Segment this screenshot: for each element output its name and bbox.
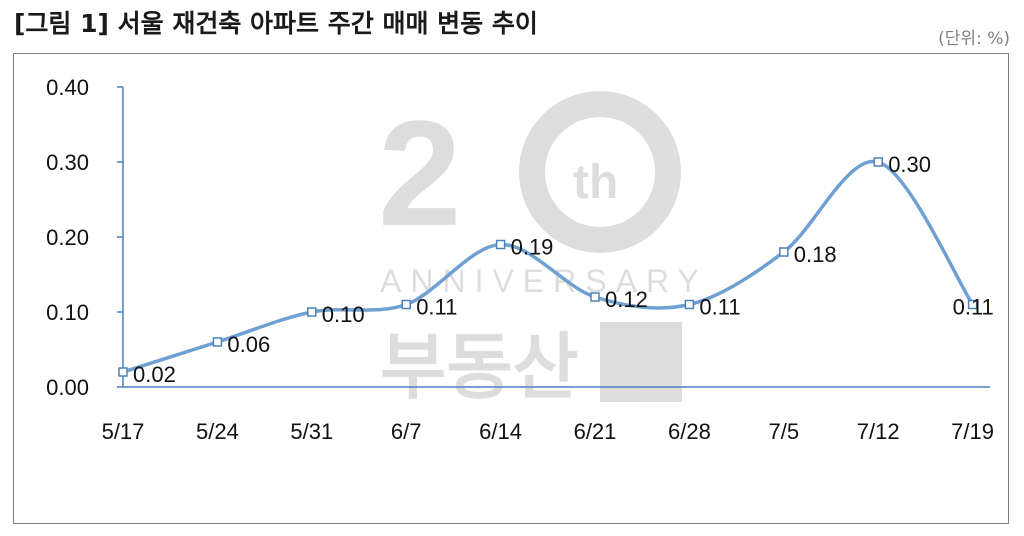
data-point-marker xyxy=(212,337,223,347)
data-label: 0.10 xyxy=(322,302,365,327)
y-axis: 0.00 0.10 0.20 0.30 0.40 xyxy=(46,75,124,400)
data-label: 0.19 xyxy=(511,235,554,260)
x-axis: 5/17 5/24 5/31 6/7 6/14 6/21 6/28 7/5 7/12 7/19 xyxy=(102,386,994,444)
x-tick-label: 6/28 xyxy=(668,419,711,444)
data-label: 0.06 xyxy=(227,332,270,357)
data-point-marker xyxy=(495,239,506,250)
x-tick-label: 5/24 xyxy=(196,419,239,444)
data-label: 0.11 xyxy=(699,295,740,320)
data-label: 0.11 xyxy=(953,295,994,320)
svg-text:ANNIVERSARY: ANNIVERSARY xyxy=(380,263,708,299)
unit-label: (단위: %) xyxy=(938,29,1010,49)
data-label: 0.18 xyxy=(794,242,837,267)
data-point-marker xyxy=(307,307,317,317)
y-tick-label: 0.20 xyxy=(46,225,89,250)
data-point-marker xyxy=(967,299,978,310)
data-label: 0.02 xyxy=(133,362,176,387)
x-tick-label: 6/7 xyxy=(391,419,422,444)
data-label: 0.11 xyxy=(416,295,457,320)
data-point-marker xyxy=(590,292,600,302)
data-label: 0.30 xyxy=(888,152,931,177)
x-tick-label: 6/21 xyxy=(574,419,617,444)
watermark-logo: 2 th ANNIVERSARY 부동산 xyxy=(378,89,708,409)
data-point-marker xyxy=(873,157,883,167)
data-labels: 0.02 0.06 0.10 0.11 0.19 0.12 0.11 0.18 0.30 0.11 xyxy=(133,152,994,387)
y-tick-label: 0.10 xyxy=(46,300,89,325)
y-tick-label: 0.40 xyxy=(46,75,89,100)
x-tick-label: 7/12 xyxy=(857,419,900,444)
data-point-marker xyxy=(401,299,411,310)
x-tick-label: 5/17 xyxy=(102,419,145,444)
chart-title: [그림 1] 서울 재건축 아파트 주간 매매 변동 추이 xyxy=(14,9,538,38)
data-point-marker xyxy=(779,247,789,257)
x-tick-label: 7/19 xyxy=(951,419,994,444)
svg-text:부동산: 부동산 xyxy=(380,325,579,409)
chart-frame xyxy=(13,53,1009,524)
data-markers xyxy=(118,157,978,377)
data-point-marker xyxy=(684,299,695,310)
x-tick-label: 7/5 xyxy=(769,419,800,444)
svg-text:th: th xyxy=(573,156,618,209)
y-tick-label: 0.30 xyxy=(46,150,89,175)
svg-text:2: 2 xyxy=(378,89,461,257)
data-label: 0.12 xyxy=(605,287,648,312)
series-line xyxy=(122,159,975,374)
x-tick-label: 6/14 xyxy=(479,419,522,444)
y-tick-label: 0.00 xyxy=(46,375,89,400)
data-point-marker xyxy=(118,367,128,377)
x-tick-label: 5/31 xyxy=(290,419,333,444)
